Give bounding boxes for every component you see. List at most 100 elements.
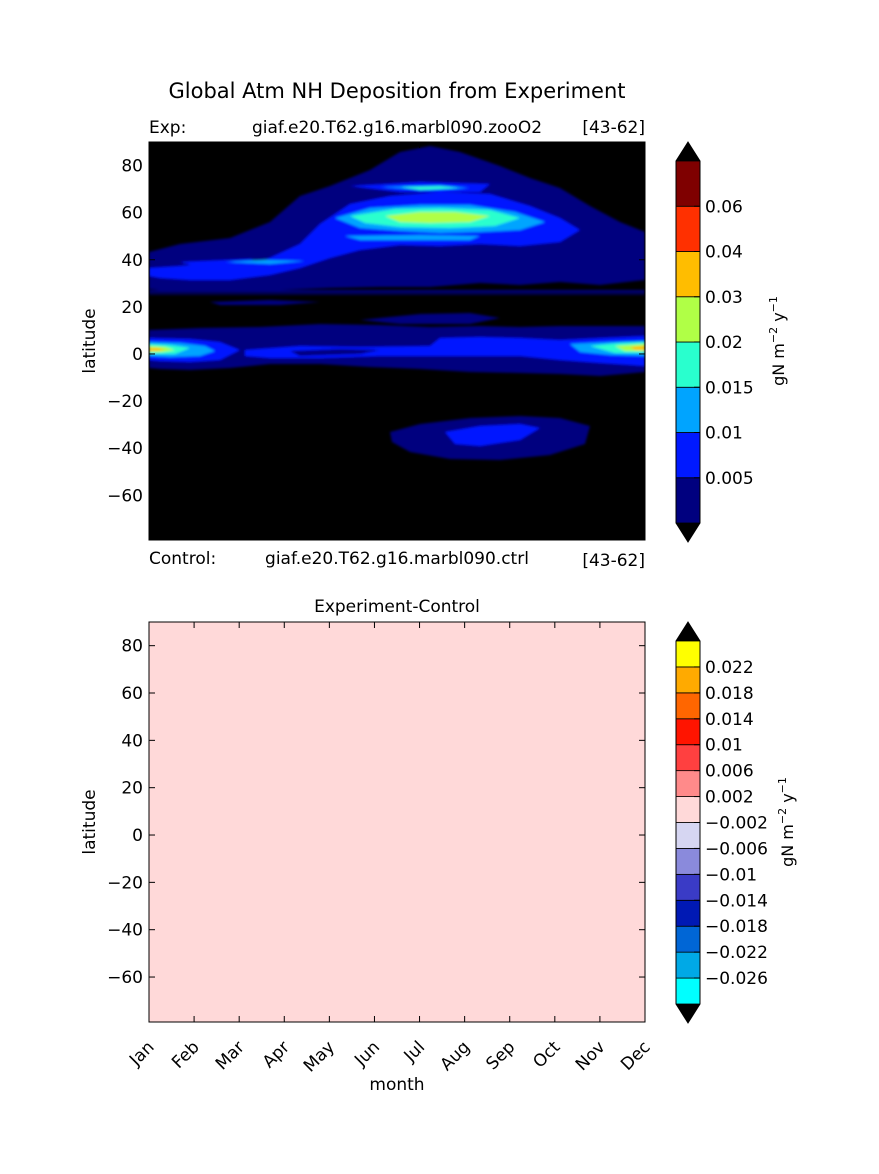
colorbar-tick-label: −0.014 xyxy=(705,891,768,911)
colorbar-segment xyxy=(675,477,701,524)
x-tick-label: Nov xyxy=(572,1037,610,1075)
colorbar-segment xyxy=(675,296,701,343)
colorbar-tick-label: 0.006 xyxy=(705,762,754,782)
experiment-colorbar-label: gN m−2 y−1 xyxy=(767,296,788,386)
x-tick-label: Jun xyxy=(350,1037,384,1071)
control-label: Control: xyxy=(149,549,216,569)
difference-x-axis-label: month xyxy=(369,1075,424,1095)
difference-colorbar-label: gN m−2 y−1 xyxy=(776,777,797,867)
colorbar-segment xyxy=(675,205,701,252)
colorbar-extend-min xyxy=(676,523,700,542)
y-tick-label: 20 xyxy=(121,298,143,318)
y-tick-label: −60 xyxy=(107,486,143,506)
colorbar-segment xyxy=(675,251,701,298)
colorbar-extend-min xyxy=(676,1004,700,1023)
colorbar-segment xyxy=(675,432,701,479)
colorbar-segment xyxy=(675,160,701,207)
colorbar-tick-label: −0.002 xyxy=(705,814,768,834)
y-tick-label: −40 xyxy=(107,439,143,459)
colorbar-segment xyxy=(675,692,701,720)
colorbar-outline xyxy=(675,141,701,543)
y-tick-label: 20 xyxy=(121,779,143,799)
colorbar-tick-label: 0.06 xyxy=(705,197,743,217)
colorbar-tick-label: −0.018 xyxy=(705,917,768,937)
y-tick-label: 40 xyxy=(121,731,143,751)
x-tick-label: Jul xyxy=(400,1037,429,1066)
colorbar-extend-max xyxy=(676,142,700,161)
figure-title: Global Atm NH Deposition from Experiment xyxy=(168,79,625,103)
difference-panel: 80 60 40 20 0 −20 −40 −60 latitude Jan Feb Mar Apr… xyxy=(80,621,655,1095)
colorbar-segment xyxy=(675,718,701,746)
colorbar-segment xyxy=(675,951,701,979)
colorbar-tick-label: −0.026 xyxy=(705,969,768,989)
x-tick-label: Jan xyxy=(125,1037,158,1070)
difference-y-axis-label: latitude xyxy=(80,789,100,854)
y-tick-label: 60 xyxy=(121,684,143,704)
colorbar-segment xyxy=(675,341,701,388)
colorbar-tick-label: 0.01 xyxy=(705,424,743,444)
y-tick-label: −40 xyxy=(107,921,143,941)
colorbar-segment xyxy=(675,666,701,694)
colorbar-segment xyxy=(675,744,701,772)
exp-years: [43-62] xyxy=(582,118,645,138)
colorbar-tick-label: 0.018 xyxy=(705,684,754,704)
difference-title: Experiment-Control xyxy=(314,597,480,617)
experiment-axes-frame xyxy=(148,141,646,541)
difference-axes-frame xyxy=(148,621,646,1023)
y-tick-label: −20 xyxy=(107,873,143,893)
x-tick-label: Dec xyxy=(617,1037,654,1074)
difference-y-ticks: 80 60 40 20 0 −20 −40 −60 xyxy=(107,637,645,988)
colorbar-segment xyxy=(675,848,701,875)
colorbar-segment xyxy=(675,770,701,797)
colorbar-tick-label: 0.005 xyxy=(705,469,754,489)
colorbar-extend-max xyxy=(676,622,700,641)
y-tick-label: −20 xyxy=(107,392,143,412)
colorbar-segment xyxy=(675,386,701,433)
y-tick-label: 80 xyxy=(121,637,143,657)
colorbar-tick-label: 0.04 xyxy=(705,243,743,263)
colorbar-tick-label: −0.01 xyxy=(705,865,757,885)
experiment-y-ticks: 80 60 40 20 0 −20 −40 −60 xyxy=(107,157,645,506)
colorbar-tick-label: 0.022 xyxy=(705,658,754,678)
colorbar-outline xyxy=(675,621,701,1024)
x-tick-label: Mar xyxy=(212,1037,249,1074)
y-tick-label: −60 xyxy=(107,968,143,988)
colorbar-tick-label: 0.02 xyxy=(705,333,743,353)
colorbar-segment xyxy=(675,977,701,1005)
exp-label: Exp: xyxy=(149,118,186,138)
colorbar-tick-label: 0.015 xyxy=(705,378,754,398)
colorbar-segment xyxy=(675,899,701,927)
difference-colorbar: −0.026 −0.022 −0.018 −0.014 −0.01 −0.006 −0.00… xyxy=(675,621,768,1024)
experiment-y-axis-label: latitude xyxy=(80,308,100,373)
colorbar-segment xyxy=(675,925,701,953)
x-tick-label: Aug xyxy=(437,1037,475,1075)
experiment-colorbar: 0.005 0.01 0.015 0.02 0.03 0.04 0.06 xyxy=(675,141,754,543)
colorbar-tick-label: 0.01 xyxy=(705,736,743,756)
colorbar-tick-label: −0.022 xyxy=(705,943,768,963)
colorbar-tick-label: −0.006 xyxy=(705,839,768,859)
x-tick-label: May xyxy=(300,1037,339,1076)
colorbar-segment xyxy=(675,796,701,823)
y-tick-label: 40 xyxy=(121,251,143,271)
colorbar-tick-label: 0.03 xyxy=(705,288,743,308)
colorbar-segment xyxy=(675,640,701,668)
control-case: giaf.e20.T62.g16.marbl090.ctrl xyxy=(265,549,529,569)
x-tick-label: Oct xyxy=(529,1037,564,1072)
y-tick-label: 80 xyxy=(121,157,143,177)
x-tick-label: Apr xyxy=(259,1037,294,1072)
control-years: [43-62] xyxy=(582,551,645,571)
y-tick-label: 0 xyxy=(132,345,143,365)
colorbar-segment xyxy=(675,822,701,849)
x-tick-label: Sep xyxy=(482,1037,519,1074)
y-tick-label: 60 xyxy=(121,204,143,224)
difference-field xyxy=(149,622,645,1022)
experiment-field xyxy=(149,142,645,540)
y-tick-label: 0 xyxy=(132,826,143,846)
colorbar-tick-label: 0.014 xyxy=(705,710,754,730)
colorbar-tick-label: 0.002 xyxy=(705,788,754,808)
experiment-panel: 80 60 40 20 0 −20 −40 −60 latitude xyxy=(80,141,646,541)
experiment-x-ticks xyxy=(148,142,646,540)
x-tick-label: Feb xyxy=(168,1037,203,1072)
exp-case: giaf.e20.T62.g16.marbl090.zooO2 xyxy=(252,118,542,138)
